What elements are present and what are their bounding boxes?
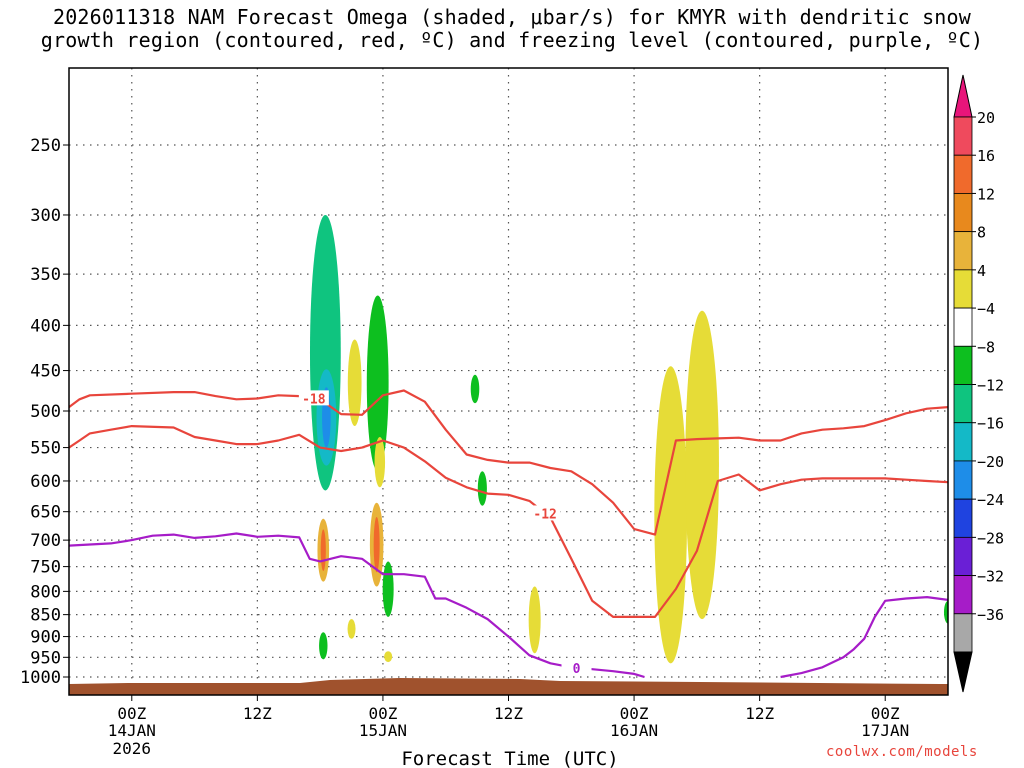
- plot-area-background: [69, 68, 948, 695]
- y-tick-label-1000: 1000: [20, 668, 61, 688]
- y-tick-label-950: 950: [30, 648, 61, 668]
- colorbar-swatch-0: [953, 116, 973, 156]
- contour-label-bg-0: [298, 390, 329, 406]
- colorbar-swatch-13: [953, 613, 973, 653]
- y-tick-label-900: 900: [30, 628, 61, 648]
- y-axis: 2503003504004505005506006507007508008509…: [20, 136, 69, 688]
- omega-region-9: [347, 619, 356, 639]
- omega-region-12: [528, 586, 541, 654]
- colorbar-label-13: −36: [977, 606, 1004, 624]
- contour-line-1: [69, 425, 948, 619]
- colorbar-top-cap: [953, 74, 973, 118]
- colorbar-label-4: 4: [977, 262, 986, 280]
- omega-region-14: [685, 310, 719, 620]
- omega-region-15: [943, 600, 948, 624]
- omega-region-3: [374, 436, 386, 488]
- omega-region-11: [384, 651, 393, 663]
- contours: -18 -12 0: [69, 389, 948, 679]
- colorbar-label-10: −24: [977, 491, 1004, 509]
- terrain-ground: [69, 678, 948, 695]
- colorbar-label-9: −20: [977, 453, 1004, 471]
- omega-region-8: [477, 471, 487, 506]
- colorbar-swatch-10: [953, 498, 973, 538]
- colorbar-swatch-11: [953, 536, 973, 576]
- y-tick-label-300: 300: [30, 206, 61, 226]
- y-tick-label-550: 550: [30, 439, 61, 459]
- contour-line-0: [69, 389, 948, 536]
- x-tick-date-78: 17JAN: [861, 721, 909, 740]
- contour-label-bg-2: [561, 659, 592, 675]
- watermark: coolwx.com/models: [826, 744, 978, 760]
- x-tick-label-66: 12Z: [745, 704, 774, 723]
- chart-title-line-1: 2026011318 NAM Forecast Omega (shaded, μ…: [52, 5, 972, 29]
- x-tick-label-54: 00Z: [620, 704, 649, 723]
- colorbar-label-5: −4: [977, 300, 995, 318]
- chart-title: 2026011318 NAM Forecast Omega (shaded, μ…: [0, 6, 1024, 52]
- omega-region-6: [382, 561, 394, 617]
- y-tick-label-750: 750: [30, 558, 61, 578]
- contour-line-3: [780, 595, 948, 679]
- colorbar-label-3: 8: [977, 224, 986, 242]
- y-tick-label-700: 700: [30, 531, 61, 551]
- y-tick-label-250: 250: [30, 136, 61, 156]
- contour-label-0: -18: [302, 392, 326, 407]
- colorbar-label-12: −32: [977, 568, 1004, 586]
- y-tick-label-850: 850: [30, 606, 61, 626]
- colorbar-swatch-2: [953, 193, 973, 233]
- omega-region-7: [470, 374, 480, 404]
- x-tick-label-78: 00Z: [871, 704, 900, 723]
- colorbar-label-0: 20: [977, 109, 995, 127]
- colorbar-swatch-12: [953, 575, 973, 615]
- colorbar-swatch-8: [953, 422, 973, 462]
- colorbar-bottom-cap: [953, 651, 973, 693]
- colorbar-label-6: −8: [977, 338, 995, 356]
- x-tick-label-6: 00Z: [117, 704, 146, 723]
- y-tick-label-500: 500: [30, 402, 61, 422]
- colorbar-swatch-6: [953, 345, 973, 385]
- colorbar-swatch-1: [953, 154, 973, 194]
- y-tick-label-600: 600: [30, 472, 61, 492]
- colorbar-swatch-3: [953, 231, 973, 271]
- colorbar-label-1: 16: [977, 147, 995, 165]
- colorbar-swatch-9: [953, 460, 973, 500]
- y-tick-label-650: 650: [30, 503, 61, 523]
- colorbar-label-8: −16: [977, 415, 1004, 433]
- y-tick-label-400: 400: [30, 316, 61, 336]
- x-tick-label-30: 00Z: [368, 704, 397, 723]
- y-tick-label-800: 800: [30, 582, 61, 602]
- x-tick-year-6: 2026: [113, 739, 152, 758]
- chart-title-line-2: growth region (contoured, red, ºC) and f…: [40, 28, 984, 52]
- x-tick-date-30: 15JAN: [359, 721, 407, 740]
- colorbar-swatch-5: [953, 307, 973, 347]
- y-tick-label-450: 450: [30, 362, 61, 382]
- omega-region-1: [366, 295, 389, 472]
- x-axis-label: Forecast Time (UTC): [401, 748, 618, 768]
- omega-region-2: [347, 339, 362, 427]
- terrain-surface: [69, 678, 948, 695]
- x-tick-date-6: 14JAN: [108, 721, 156, 740]
- x-tick-label-18: 12Z: [243, 704, 272, 723]
- contour-line-2: [69, 532, 645, 679]
- colorbar-swatch-4: [953, 269, 973, 309]
- contour-label-bg-1: [530, 505, 561, 521]
- omega-region-5-core: [373, 516, 380, 573]
- colorbar: 20 16 12 8 4 −4 −8 −12 −16 −20 −24 −28 −32 −36: [953, 74, 1004, 693]
- colorbar-label-7: −12: [977, 377, 1004, 395]
- colorbar-label-2: 12: [977, 185, 995, 203]
- colorbar-label-11: −28: [977, 529, 1004, 547]
- contour-label-2: 0: [573, 662, 581, 677]
- x-tick-date-54: 16JAN: [610, 721, 658, 740]
- y-tick-label-350: 350: [30, 265, 61, 285]
- colorbar-swatch-7: [953, 384, 973, 424]
- contour-label-1: -12: [533, 507, 556, 522]
- omega-region-10: [319, 632, 328, 660]
- x-tick-label-42: 12Z: [494, 704, 523, 723]
- omega-region-4-core: [320, 529, 326, 571]
